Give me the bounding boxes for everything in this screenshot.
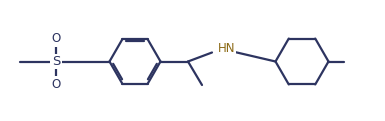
Text: HN: HN: [218, 42, 235, 56]
Text: O: O: [51, 77, 60, 91]
Text: O: O: [51, 33, 60, 45]
Text: S: S: [52, 55, 60, 68]
